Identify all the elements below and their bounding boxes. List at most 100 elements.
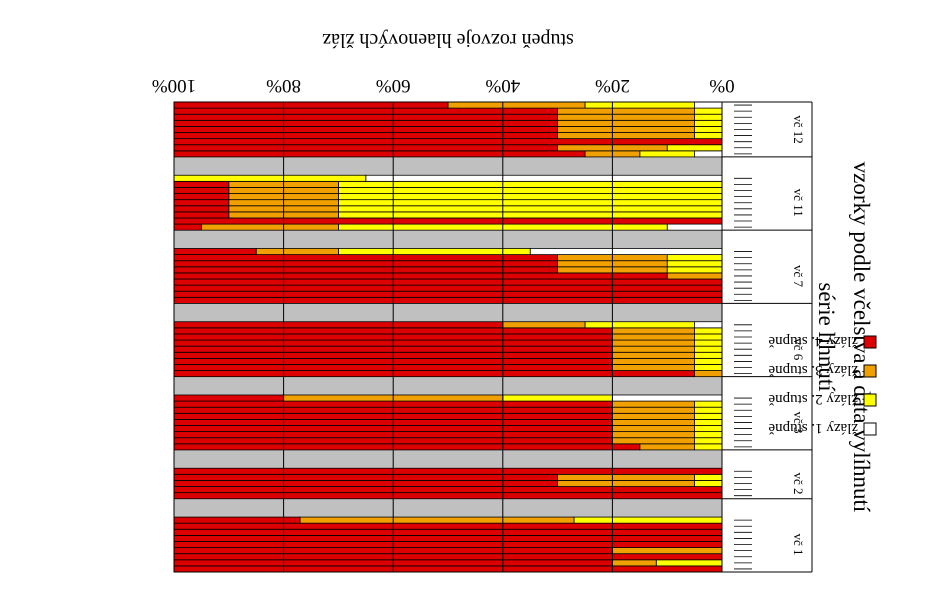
bar-segment-7-1-2 (639, 150, 696, 158)
bar-segment-1-1-4 (173, 565, 723, 573)
bar-segment-5-6-2 (666, 266, 723, 274)
legend-label: žlázy 1. stupně (768, 420, 858, 436)
bar-segment-6-6-2 (337, 193, 723, 201)
bar-segment-1-4-3 (612, 547, 723, 555)
bar-segment-5-9-3 (255, 248, 339, 255)
bar-segment-3-3-2 (694, 431, 723, 439)
bar-segment-3-2-2 (694, 437, 723, 445)
legend: žlázy 1. stupně žlázy 2. stupně žlázy 3. s… (768, 333, 877, 436)
bar-segment-6-1-1 (666, 223, 723, 231)
bar-segment-4-6-2 (694, 339, 723, 347)
bar-segment-7-3-4 (173, 138, 723, 146)
bar-segment-3-5-2 (694, 419, 723, 426)
bar-segment-1-9-2 (573, 516, 723, 524)
bar-segment-5-8-2 (666, 254, 723, 262)
bar-segment-5-4-4 (173, 278, 723, 286)
chart-title: stupeň rozvoje hlaenových žláz (322, 29, 574, 51)
bar-segment-7-1-1 (694, 150, 723, 158)
group-label: vč 6 (791, 338, 806, 361)
plot-frame (173, 101, 723, 573)
bar-segment-4-4-2 (694, 351, 723, 359)
bar-segment-1-7-4 (173, 528, 723, 536)
bar-segment-7-5-2 (694, 126, 723, 133)
bar-segment-4-7-3 (612, 333, 696, 341)
bar-segment-3-7-3 (612, 406, 696, 414)
bar-segment-4-7-2 (694, 333, 723, 341)
bar-segment-5-5-4 (173, 272, 668, 280)
bar-segment-7-7-4 (173, 113, 559, 121)
bar-segment-1-9-4 (173, 516, 301, 524)
bar-segment-5-9-4 (173, 248, 257, 255)
bar-segment-4-2-3 (612, 364, 696, 371)
bar-segment-5-9-2 (338, 248, 531, 255)
x-tick-label: 60% (376, 75, 411, 96)
bar-segment-1-2-2 (655, 559, 723, 567)
bar-segment-7-9-1 (694, 101, 723, 109)
bar-segment-6-3-2 (337, 211, 723, 219)
bar-segment-3-8-3 (612, 400, 696, 408)
bar-segment-6-1-3 (201, 223, 339, 231)
legend-swatch (863, 364, 877, 378)
bar-segment-6-1-4 (173, 223, 202, 231)
bar-segment-1-3-4 (173, 553, 723, 561)
bar-segment-4-3-3 (612, 357, 696, 365)
bar-segment-2-5-4 (173, 467, 723, 475)
x-tick-label: 100% (152, 75, 197, 96)
bar-segment-7-7-2 (694, 113, 723, 121)
bar-segment-4-6-3 (612, 339, 696, 347)
bar-segment-3-1-2 (694, 443, 723, 451)
bar-segment-3-9-4 (173, 394, 284, 402)
bar-segment-3-8-2 (694, 400, 723, 408)
bar-segment-3-5-3 (612, 419, 696, 426)
bar-segment-6-8-2 (337, 180, 723, 188)
bar-segment-2-3-2 (694, 480, 723, 487)
bar-segment-4-1-4 (173, 370, 696, 378)
group-label: vč 2 (791, 472, 806, 494)
bar-segment-6-8-4 (173, 180, 230, 188)
bar-segment-7-6-4 (173, 119, 559, 127)
x-tick-label: 0% (709, 75, 735, 96)
bar-segment-7-8-3 (557, 107, 696, 115)
bar-segment-3-9-1 (612, 394, 723, 402)
bar-segment-1-9-3 (299, 516, 575, 524)
bar-segment-2-3-4 (173, 480, 559, 487)
bar-segment-7-8-2 (694, 107, 723, 115)
bar-segment-6-4-2 (337, 205, 723, 213)
bar-segment-7-9-4 (173, 101, 449, 109)
group-label: vč 1 (791, 534, 806, 556)
bar-segment-6-5-4 (173, 199, 230, 207)
bar-segment-7-6-2 (694, 119, 723, 127)
bar-segment-3-7-2 (694, 406, 723, 414)
bar-segment-5-6-4 (173, 266, 559, 274)
bar-segment-4-9-3 (502, 321, 586, 329)
bar-segment-3-4-3 (612, 425, 696, 433)
bar-segment-6-2-4 (173, 217, 723, 225)
bar-segment-5-1-4 (173, 296, 723, 304)
bar-segment-3-3-3 (612, 431, 696, 439)
bar-segment-6-9-2 (173, 174, 367, 182)
bar-segment-2-1-4 (173, 492, 723, 500)
group-label: vč 11 (791, 189, 806, 217)
bar-segment-6-7-4 (173, 187, 230, 194)
bar-segment-7-9-3 (447, 101, 586, 109)
bar-segment-5-3-4 (173, 284, 723, 292)
legend-label: žlázy 3. stupně (768, 362, 858, 378)
bar-segment-3-6-3 (612, 412, 696, 420)
bar-segment-7-1-4 (173, 150, 586, 158)
bar-segment-5-2-4 (173, 290, 723, 298)
bar-segment-4-3-2 (694, 357, 723, 365)
bar-segment-1-2-3 (611, 559, 657, 567)
bar-segment-4-9-1 (694, 321, 723, 329)
legend-label: žlázy 2. stupně (768, 391, 858, 407)
bar-segment-4-1-3 (694, 370, 723, 378)
group-label: vč 7 (791, 265, 806, 288)
bar-segment-5-7-2 (666, 260, 723, 268)
x-tick-label: 20% (595, 75, 630, 96)
bar-segment-3-2-3 (612, 437, 696, 445)
labels-layer: 0% 20% 40% 60% 80% 100% stupeň rozvoje hlaenov… (152, 29, 874, 556)
group-label: vč 12 (791, 115, 806, 144)
bar-segment-1-6-4 (173, 534, 723, 542)
bar-segment-4-2-2 (694, 364, 723, 371)
group-label: vč 3 (791, 411, 806, 433)
